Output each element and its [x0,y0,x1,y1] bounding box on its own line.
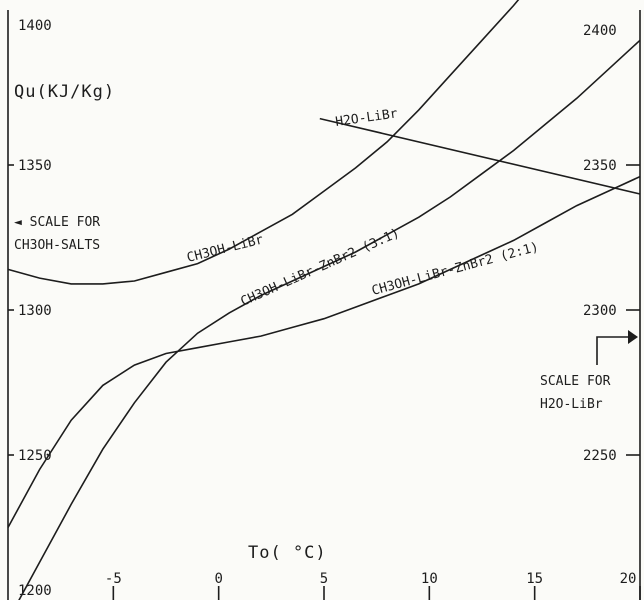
tick-marks [8,164,641,600]
y-tick-right-label: 2350 [583,158,617,174]
x-axis-title: To( °C) [248,543,327,563]
right-scale-arrow [596,336,630,365]
left-scale-note-line1: ◄ SCALE FOR [14,215,100,230]
series-label-ch3oh-libr-znbr2-2-1: CH3OH-LiBr-ZnBr2 (2:1) [370,240,540,299]
y-tick-right-label: 2250 [583,448,617,464]
x-tick-label: -5 [105,571,122,587]
series-line-h2o-libr [319,117,641,195]
series-line-ch3oh-libr-znbr2-3-1 [18,39,641,600]
right-scale-note-line1: SCALE FOR [540,374,611,389]
y-tick-left-label: 1300 [18,303,52,319]
series-line-ch3oh-libr [7,0,520,285]
y-tick-left-label: 1250 [18,448,52,464]
y-tick-right-label: 2300 [583,303,617,319]
y-tick-left-label: 1350 [18,158,52,174]
y-axis-title: Qu(KJ/Kg) [14,82,115,102]
x-tick-label: 10 [421,571,438,587]
series-line-ch3oh-libr-znbr2-2-1 [7,175,641,528]
right-scale-arrow-head [628,330,638,344]
left-scale-note-line2: CH3OH-SALTS [14,238,100,253]
x-tick-label: 20 [620,571,637,587]
x-tick-label: 15 [526,571,543,587]
x-tick-label: 0 [214,571,222,587]
x-tick-label: 5 [320,571,328,587]
y-tick-right-label: 2400 [583,23,617,39]
series-label-h2o-libr: H2O-LiBr [334,106,398,130]
right-scale-note-line2: H2O-LiBr [540,397,603,412]
y-tick-left-label: 1400 [18,18,52,34]
series-label-ch3oh-libr: CH3OH-LiBr [185,232,265,266]
